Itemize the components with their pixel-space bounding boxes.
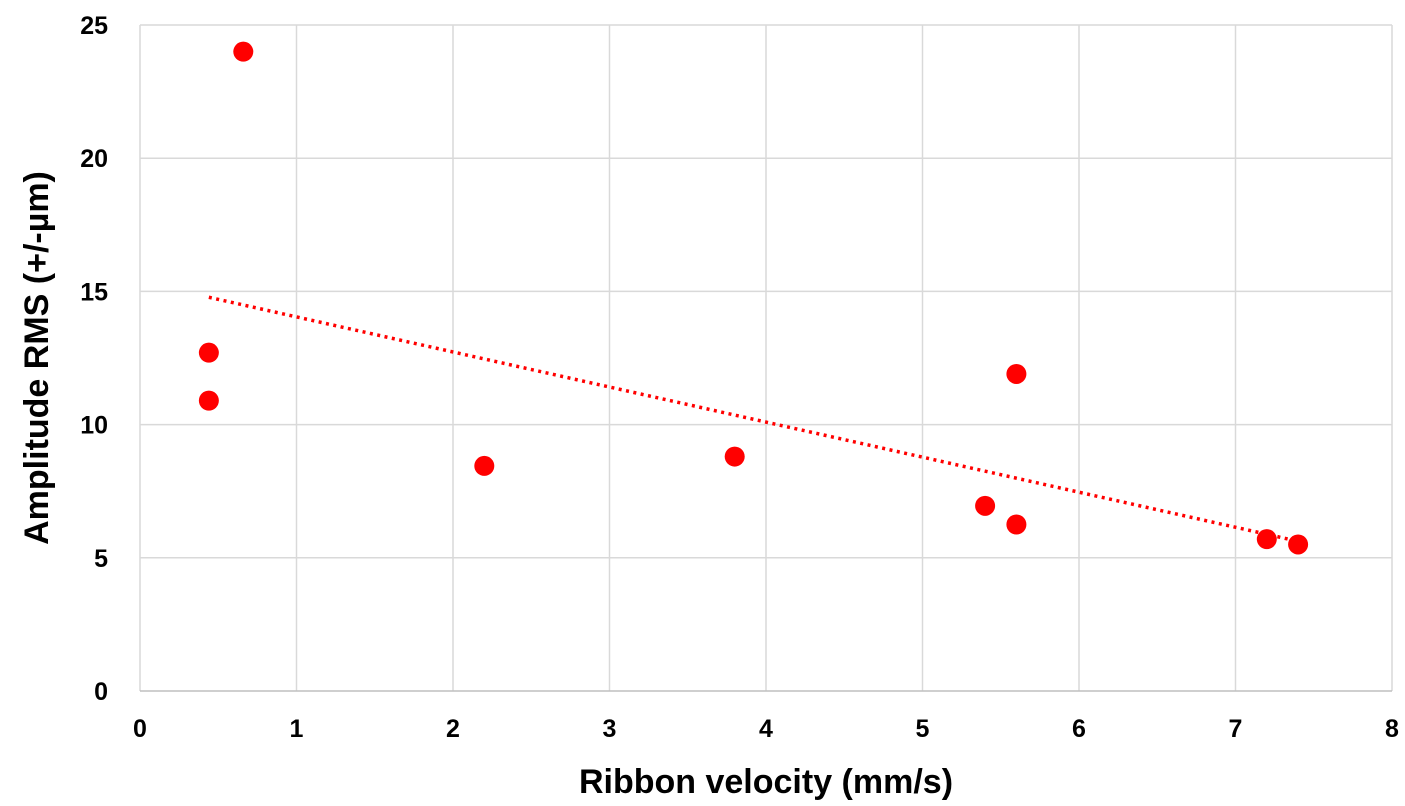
x-tick-label: 6: [1072, 715, 1086, 743]
x-tick-label: 4: [759, 715, 773, 743]
data-point: [975, 495, 996, 516]
y-tick-label: 5: [94, 545, 108, 573]
y-tick-label: 25: [80, 12, 108, 40]
x-tick-label: 1: [290, 715, 304, 743]
x-axis-title: Ribbon velocity (mm/s): [579, 763, 953, 801]
data-point: [1256, 529, 1277, 550]
data-points: [198, 41, 1309, 555]
y-tick-label: 20: [80, 145, 108, 173]
x-tick-labels: 0 1 2 3 4 5 6 7 8: [133, 715, 1399, 743]
x-tick-label: 0: [133, 715, 147, 743]
x-tick-label: 5: [916, 715, 930, 743]
data-point: [233, 41, 254, 62]
data-point: [198, 342, 219, 363]
vertical-gridlines: [139, 25, 1393, 691]
y-axis-title: Amplitude RMS (+/-µm): [18, 171, 56, 545]
trendline: [208, 295, 1299, 543]
data-point: [1006, 363, 1027, 384]
y-tick-label: 15: [80, 278, 108, 306]
x-tick-label: 7: [1229, 715, 1243, 743]
y-tick-labels: 0 5 10 15 20 25: [80, 12, 108, 706]
y-tick-label: 0: [94, 678, 108, 706]
trendline-group: [208, 295, 1299, 543]
data-point: [198, 390, 219, 411]
x-tick-label: 2: [446, 715, 460, 743]
data-point: [474, 455, 495, 476]
data-point: [724, 446, 745, 467]
data-point: [1288, 534, 1309, 555]
y-tick-label: 10: [80, 412, 108, 440]
x-tick-label: 3: [603, 715, 617, 743]
horizontal-gridlines: [140, 24, 1392, 559]
data-point: [1006, 514, 1027, 535]
x-tick-label: 8: [1385, 715, 1399, 743]
